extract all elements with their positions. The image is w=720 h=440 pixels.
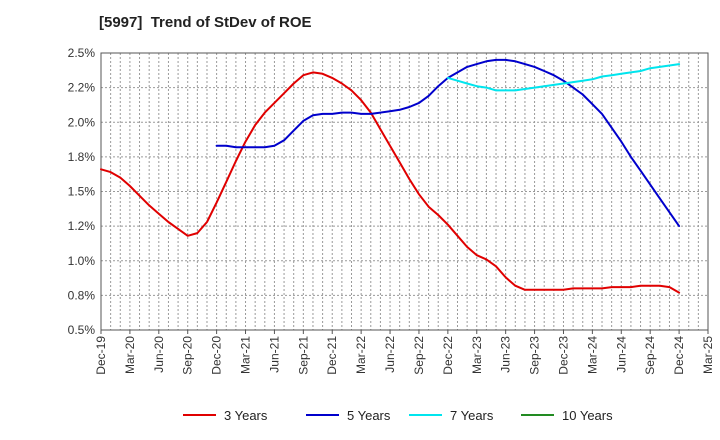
x-tick-label: Sep-23 — [528, 336, 542, 375]
series-line-7-years — [446, 63, 681, 92]
x-tick-label: Mar-21 — [239, 336, 253, 374]
y-tick-label: 0.8% — [68, 288, 96, 302]
y-tick-label: 2.0% — [68, 115, 96, 129]
legend: 3 Years 5 Years 7 Years 10 Years — [183, 408, 613, 423]
legend-label: 3 Years — [224, 408, 268, 423]
x-tick-label: Sep-24 — [643, 336, 657, 375]
x-tick-label: Jun-20 — [152, 336, 166, 373]
axis-layer: 2.5%2.2%2.0%1.8%1.5%1.2%1.0%0.8%0.5%Dec-… — [68, 46, 715, 375]
x-tick-label: Dec-20 — [210, 336, 224, 375]
x-tick-label: Sep-22 — [412, 336, 426, 375]
x-tick-label: Dec-22 — [441, 336, 455, 375]
y-tick-label: 1.8% — [68, 150, 96, 164]
legend-label: 10 Years — [562, 408, 613, 423]
series-layer — [100, 58, 681, 294]
x-tick-label: Mar-25 — [701, 336, 715, 374]
y-tick-label: 1.2% — [68, 219, 96, 233]
grid-layer — [100, 52, 709, 331]
y-tick-label: 0.5% — [68, 323, 96, 337]
x-tick-label: Dec-24 — [672, 336, 686, 375]
x-tick-label: Jun-24 — [614, 336, 628, 373]
x-tick-label: Jun-23 — [499, 336, 513, 373]
y-tick-label: 2.2% — [68, 81, 96, 95]
y-tick-label: 1.5% — [68, 185, 96, 199]
plot-frame — [100, 52, 709, 331]
legend-label: 7 Years — [450, 408, 494, 423]
y-tick-label: 2.5% — [68, 46, 96, 60]
x-tick-label: Sep-20 — [181, 336, 195, 375]
y-tick-label: 1.0% — [68, 254, 96, 268]
x-tick-label: Dec-21 — [325, 336, 339, 375]
series-line-3-years — [100, 71, 681, 294]
x-tick-label: Jun-22 — [383, 336, 397, 373]
legend-label: 5 Years — [347, 408, 391, 423]
x-tick-label: Dec-23 — [556, 336, 570, 375]
x-tick-label: Dec-19 — [94, 336, 108, 375]
x-tick-label: Jun-21 — [267, 336, 281, 373]
chart-title: [5997] Trend of StDev of ROE — [99, 14, 312, 31]
x-tick-label: Sep-21 — [296, 336, 310, 375]
x-tick-label: Mar-24 — [585, 336, 599, 374]
x-tick-label: Mar-20 — [123, 336, 137, 374]
x-tick-label: Mar-22 — [354, 336, 368, 374]
x-tick-label: Mar-23 — [470, 336, 484, 374]
